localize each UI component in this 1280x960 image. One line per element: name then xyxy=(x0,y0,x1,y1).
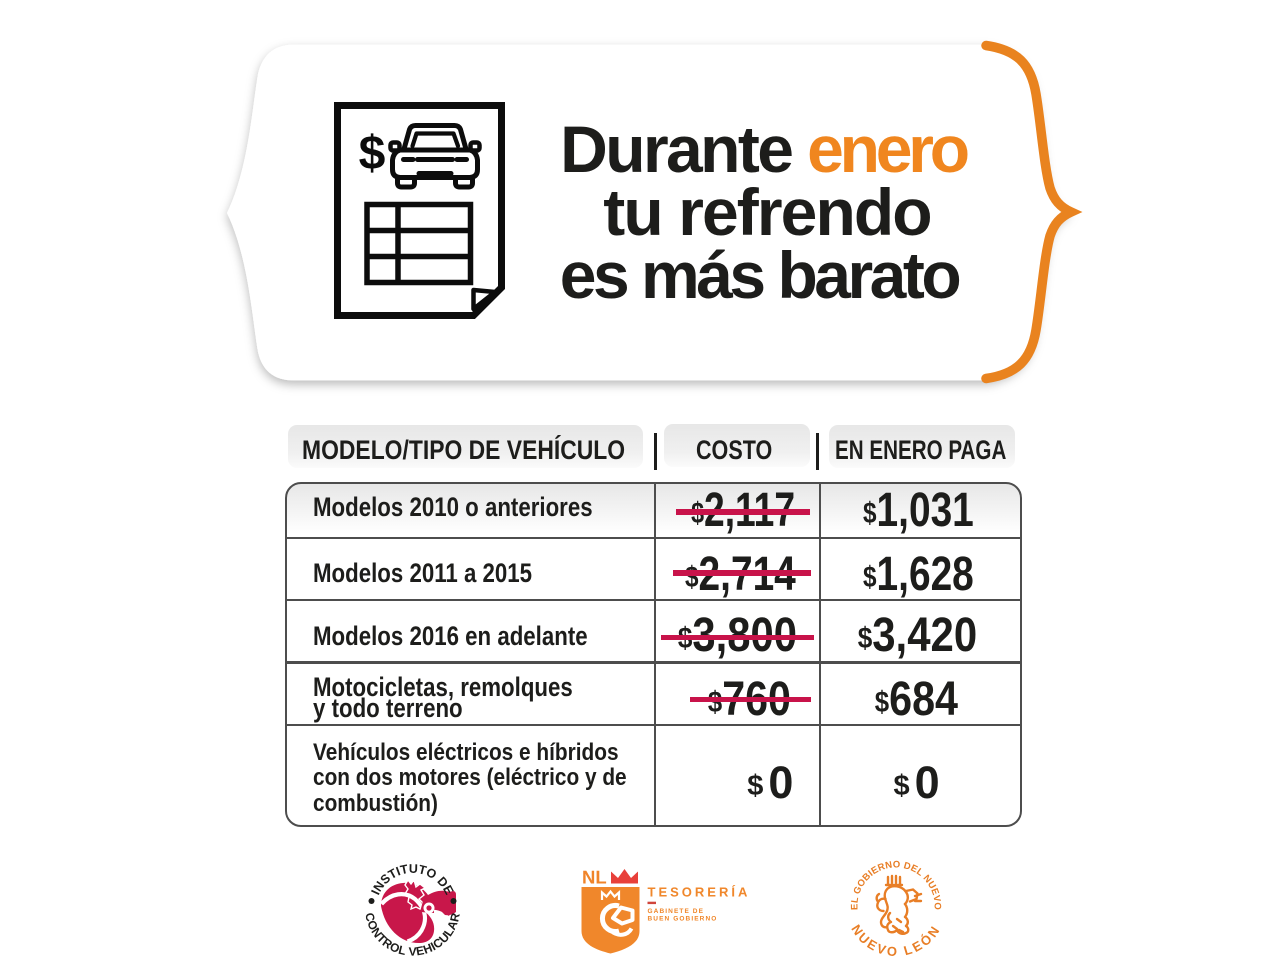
svg-text:TESORERÍA: TESORERÍA xyxy=(648,885,751,900)
svg-text:NL: NL xyxy=(582,867,607,888)
svg-text:BUEN GOBIERNO: BUEN GOBIERNO xyxy=(648,915,718,922)
svg-text:GABINETE DE: GABINETE DE xyxy=(648,908,705,915)
